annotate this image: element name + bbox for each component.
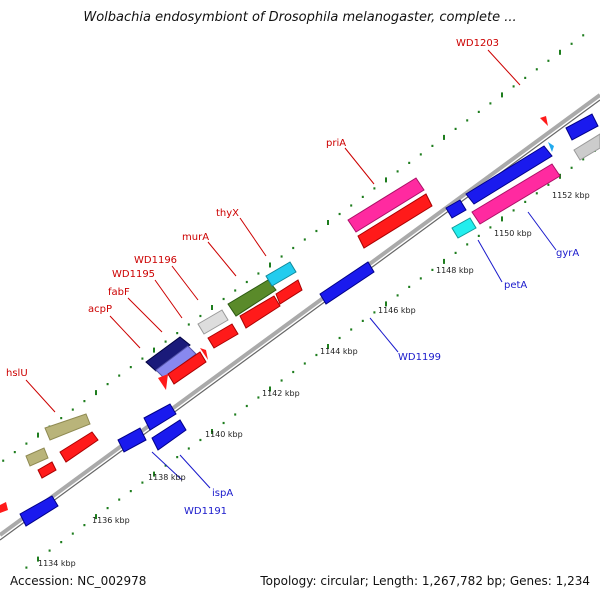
scale-label-1140: 1140 kbp [205,430,243,439]
gene-label-wd1195: WD1195 [112,269,155,280]
gene-label-hslu: hslU [6,368,28,379]
gene-blue-1136[interactable] [19,495,59,527]
gene-mura-olive[interactable] [227,279,277,317]
scale-label-1138: 1138 kbp [148,473,186,482]
label-leaders [25,49,557,489]
gene-wd1191-blue[interactable] [117,427,147,453]
scale-labels: 1134 kbp 1136 kbp 1138 kbp 1140 kbp 1142… [38,191,590,568]
gene-gyra-pink[interactable] [471,163,561,225]
gene-blue-ispa-2[interactable] [151,419,187,451]
gene-wd1195-gray[interactable] [197,309,229,335]
gene-blue-peta[interactable] [445,199,467,219]
scale-label-1142: 1142 kbp [262,389,300,398]
gene-thyx-cyan[interactable] [265,261,297,287]
scale-label-1134: 1134 kbp [38,559,76,568]
gene-red-tiny[interactable] [158,374,168,390]
gene-petA-cyan[interactable] [451,217,477,239]
scale-label-1146: 1146 kbp [378,306,416,315]
gene-khaki-small[interactable] [25,447,49,467]
gene-label-peta: petA [504,280,527,291]
accession-text: Accession: NC_002978 [10,574,147,588]
gene-red-hslu[interactable] [59,431,99,463]
gene-red-wd1196[interactable] [207,323,239,349]
gene-wd1203-red-arrow[interactable] [540,116,548,126]
gene-label-wd1203: WD1203 [456,38,499,49]
reverse-gene-labels: WD1191 ispA WD1199 petA gyrA [184,248,579,517]
forward-gene-labels: hslU acpP fabF WD1195 WD1196 murA thyX p… [6,38,499,379]
gene-red-fabf[interactable] [167,351,207,385]
gene-red-mura[interactable] [239,295,281,329]
scale-label-1136: 1136 kbp [92,516,130,525]
scale-label-1148: 1148 kbp [436,266,474,275]
gene-red-pria[interactable] [357,193,433,249]
gene-acpp-navy[interactable] [145,336,191,372]
gene-label-ispa: ispA [212,488,233,499]
gene-label-pria: priA [326,138,346,149]
gene-label-fabf: fabF [108,287,130,298]
gene-red-arrow[interactable] [200,348,208,360]
gene-wd1199-blue[interactable] [319,261,375,305]
gene-lavender[interactable] [155,345,197,379]
gene-hslu-khaki[interactable] [44,413,91,441]
map-title: Wolbachia endosymbiont of Drosophila mel… [83,10,517,25]
gene-label-wd1191: WD1191 [184,506,227,517]
reverse-strand-ticks [25,149,596,569]
gene-label-gyra: gyrA [556,248,579,259]
gene-label-acpp: acpP [88,304,112,315]
reverse-genes [19,113,600,527]
genome-summary-text: Topology: circular; Length: 1,267,782 bp… [260,574,590,588]
scale-label-1152: 1152 kbp [552,191,590,200]
gene-label-mura: murA [182,232,209,243]
scale-label-1150: 1150 kbp [494,229,532,238]
gene-red-left[interactable] [0,502,8,513]
gene-pria-pink[interactable] [347,177,425,233]
forward-strand-ticks [2,34,585,462]
gene-red-thyx[interactable] [275,279,303,305]
gene-label-wd1196: WD1196 [134,255,177,266]
gene-blue-right[interactable] [565,113,599,141]
backbone [0,93,600,541]
gene-gray-right[interactable] [573,133,600,161]
gene-cyan-arrow[interactable] [548,142,554,152]
gene-ispa-blue[interactable] [143,403,177,431]
forward-genes [0,116,548,513]
gene-label-thyx: thyX [216,208,239,219]
gene-label-wd1199: WD1199 [398,352,441,363]
gene-red-small[interactable] [37,461,57,479]
scale-label-1144: 1144 kbp [320,347,358,356]
gene-blue-gyra-top[interactable] [465,145,553,205]
